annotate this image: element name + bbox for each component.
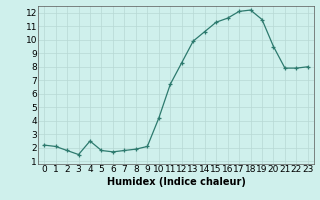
X-axis label: Humidex (Indice chaleur): Humidex (Indice chaleur) — [107, 177, 245, 187]
